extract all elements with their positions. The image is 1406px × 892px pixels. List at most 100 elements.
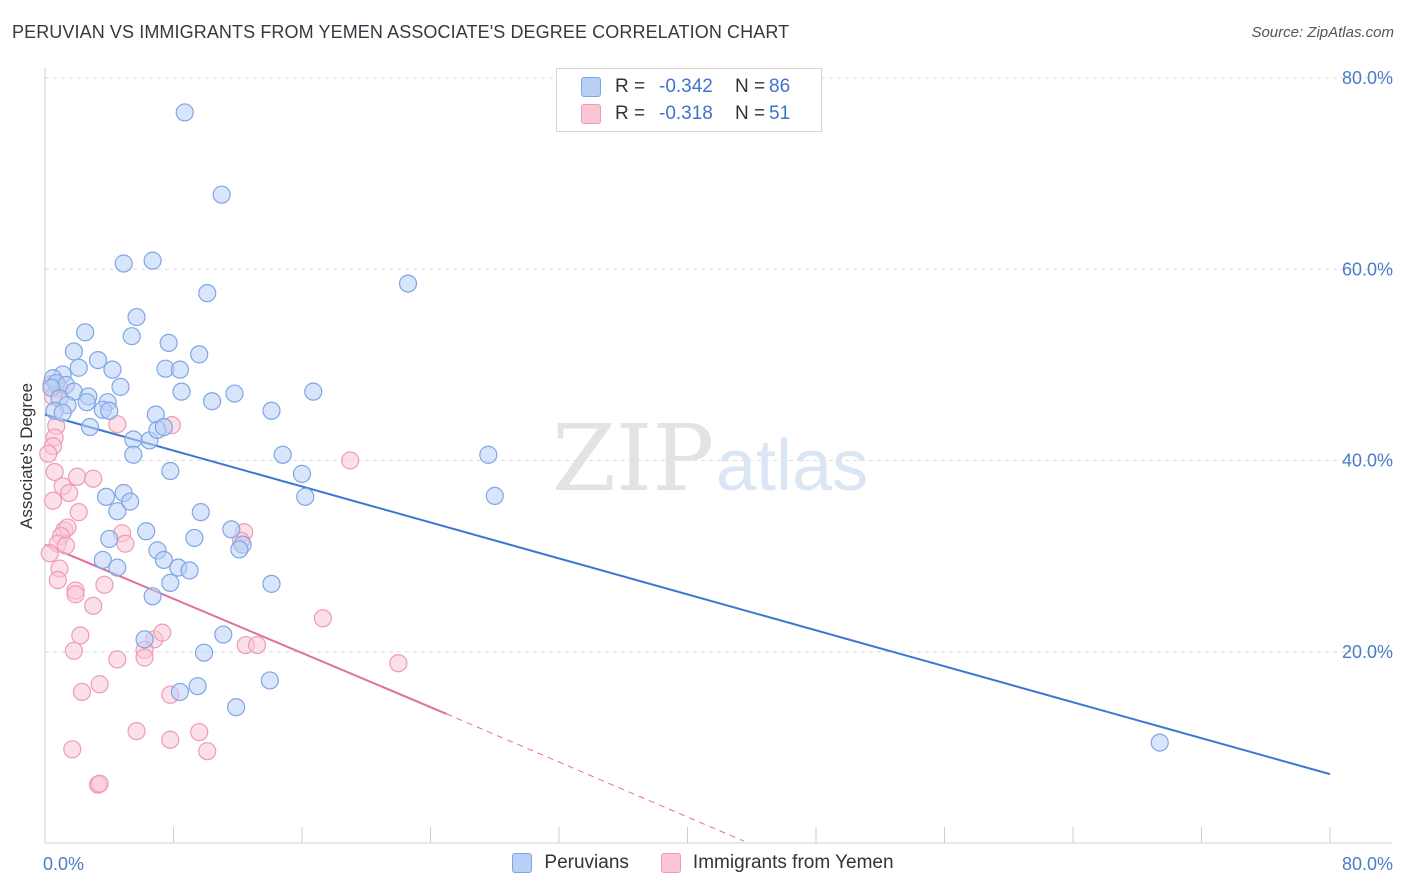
y-tick-label: 40.0%: [1342, 451, 1393, 471]
legend-label-peruvians: Peruvians: [544, 852, 629, 873]
data-point-yemen: [90, 774, 109, 793]
legend-row-peruvians: R = -0.342 N = 86: [581, 73, 790, 101]
data-point-yemen: [71, 626, 90, 645]
data-point-peruvian: [485, 486, 504, 505]
data-point-peruvian: [103, 360, 122, 379]
data-point-peruvian: [161, 573, 180, 593]
data-point-peruvian: [172, 382, 191, 401]
data-point-peruvian: [180, 561, 199, 580]
data-point-yemen: [95, 575, 114, 594]
data-point-yemen: [43, 491, 63, 510]
data-point-peruvian: [230, 540, 249, 559]
trend-line-peruvians: [44, 413, 1331, 776]
stats-legend: R = -0.342 N = 86 R = -0.318 N = 51: [556, 68, 822, 132]
grid-lines: [45, 77, 1392, 653]
data-point-peruvian: [273, 445, 292, 464]
data-point-peruvian: [170, 360, 190, 379]
tick-labels: 20.0% 40.0% 60.0% 80.0% 0.0% 80.0%: [43, 68, 1393, 874]
chart-source: Source: ZipAtlas.com: [1251, 24, 1394, 41]
data-point-peruvian: [194, 643, 214, 662]
data-point-peruvian: [122, 327, 141, 346]
data-point-yemen: [161, 730, 180, 749]
data-point-peruvian: [304, 382, 323, 401]
data-point-yemen: [66, 585, 85, 604]
data-point-yemen: [108, 415, 127, 434]
data-point-peruvian: [137, 522, 156, 541]
legend-r-value: -0.318: [659, 103, 713, 124]
data-point-peruvian: [135, 630, 154, 649]
legend-label-yemen: Immigrants from Yemen: [692, 852, 894, 873]
data-point-peruvian: [398, 274, 418, 293]
legend-item-peruvians[interactable]: Peruvians: [512, 852, 629, 874]
data-point-peruvian: [262, 401, 281, 420]
legend-n-label: N =: [735, 103, 766, 124]
data-point-peruvian: [175, 103, 194, 122]
data-point-yemen: [108, 650, 127, 669]
data-point-yemen: [59, 483, 79, 503]
data-point-peruvian: [212, 185, 231, 204]
data-point-yemen: [48, 570, 67, 590]
legend-swatch-yemen: [581, 104, 601, 124]
data-point-peruvian: [100, 401, 119, 420]
data-point-peruvian: [124, 430, 143, 449]
data-point-peruvian: [69, 358, 88, 377]
data-point-peruvian: [202, 392, 222, 411]
data-point-yemen: [116, 534, 135, 553]
data-point-peruvian: [124, 445, 143, 464]
data-point-peruvian: [190, 345, 209, 364]
y-axis-label: Associate's Degree: [17, 383, 36, 529]
data-point-peruvian: [214, 625, 233, 644]
data-point-peruvian: [80, 417, 100, 437]
data-point-peruvian: [64, 342, 84, 361]
data-point-peruvian: [159, 333, 178, 352]
data-point-peruvian: [479, 445, 498, 464]
data-point-peruvian: [292, 464, 312, 483]
data-point-peruvian: [88, 350, 108, 370]
chart-title: PERUVIAN VS IMMIGRANTS FROM YEMEN ASSOCI…: [12, 22, 790, 42]
data-point-yemen: [153, 623, 172, 642]
peruvian-points: [42, 103, 1169, 752]
data-point-yemen: [64, 641, 84, 660]
data-point-peruvian: [143, 251, 162, 270]
data-point-yemen: [389, 654, 408, 673]
legend-swatch-yemen: [660, 853, 681, 873]
legend-item-yemen[interactable]: Immigrants from Yemen: [660, 852, 894, 874]
watermark-zip: ZIP: [552, 405, 714, 512]
yemen-points: [39, 374, 408, 794]
legend-row-yemen: R = -0.318 N = 51: [581, 100, 790, 128]
data-point-peruvian: [121, 492, 140, 511]
watermark: ZIP atlas: [552, 405, 868, 512]
data-point-yemen: [45, 462, 64, 482]
data-point-peruvian: [227, 698, 246, 717]
y-tick-label: 80.0%: [1342, 68, 1393, 88]
data-point-peruvian: [143, 587, 162, 606]
data-point-peruvian: [222, 520, 241, 539]
data-point-peruvian: [260, 671, 279, 690]
legend-swatch-peruvians: [581, 77, 601, 97]
data-point-peruvian: [100, 529, 119, 549]
data-point-yemen: [135, 648, 154, 667]
data-point-peruvian: [296, 487, 315, 506]
data-point-peruvian: [154, 550, 173, 570]
data-point-yemen: [39, 444, 58, 463]
data-point-peruvian: [198, 284, 217, 303]
data-point-peruvian: [154, 417, 173, 437]
data-point-yemen: [341, 451, 360, 470]
data-point-yemen: [84, 596, 103, 615]
data-point-peruvian: [108, 558, 127, 577]
legend-r-label: R =: [615, 103, 646, 124]
data-point-peruvian: [111, 377, 130, 396]
data-point-peruvian: [188, 677, 207, 696]
data-point-yemen: [84, 469, 103, 488]
data-point-peruvian: [161, 461, 180, 481]
data-point-yemen: [313, 609, 332, 628]
data-point-yemen: [56, 536, 75, 555]
data-point-peruvian: [170, 682, 190, 702]
data-point-yemen: [198, 742, 217, 761]
data-point-yemen: [190, 722, 209, 742]
data-point-yemen: [69, 503, 88, 522]
legend-swatch-peruvians: [512, 853, 533, 873]
data-point-yemen: [40, 544, 59, 563]
legend-n-value: 86: [769, 76, 791, 97]
